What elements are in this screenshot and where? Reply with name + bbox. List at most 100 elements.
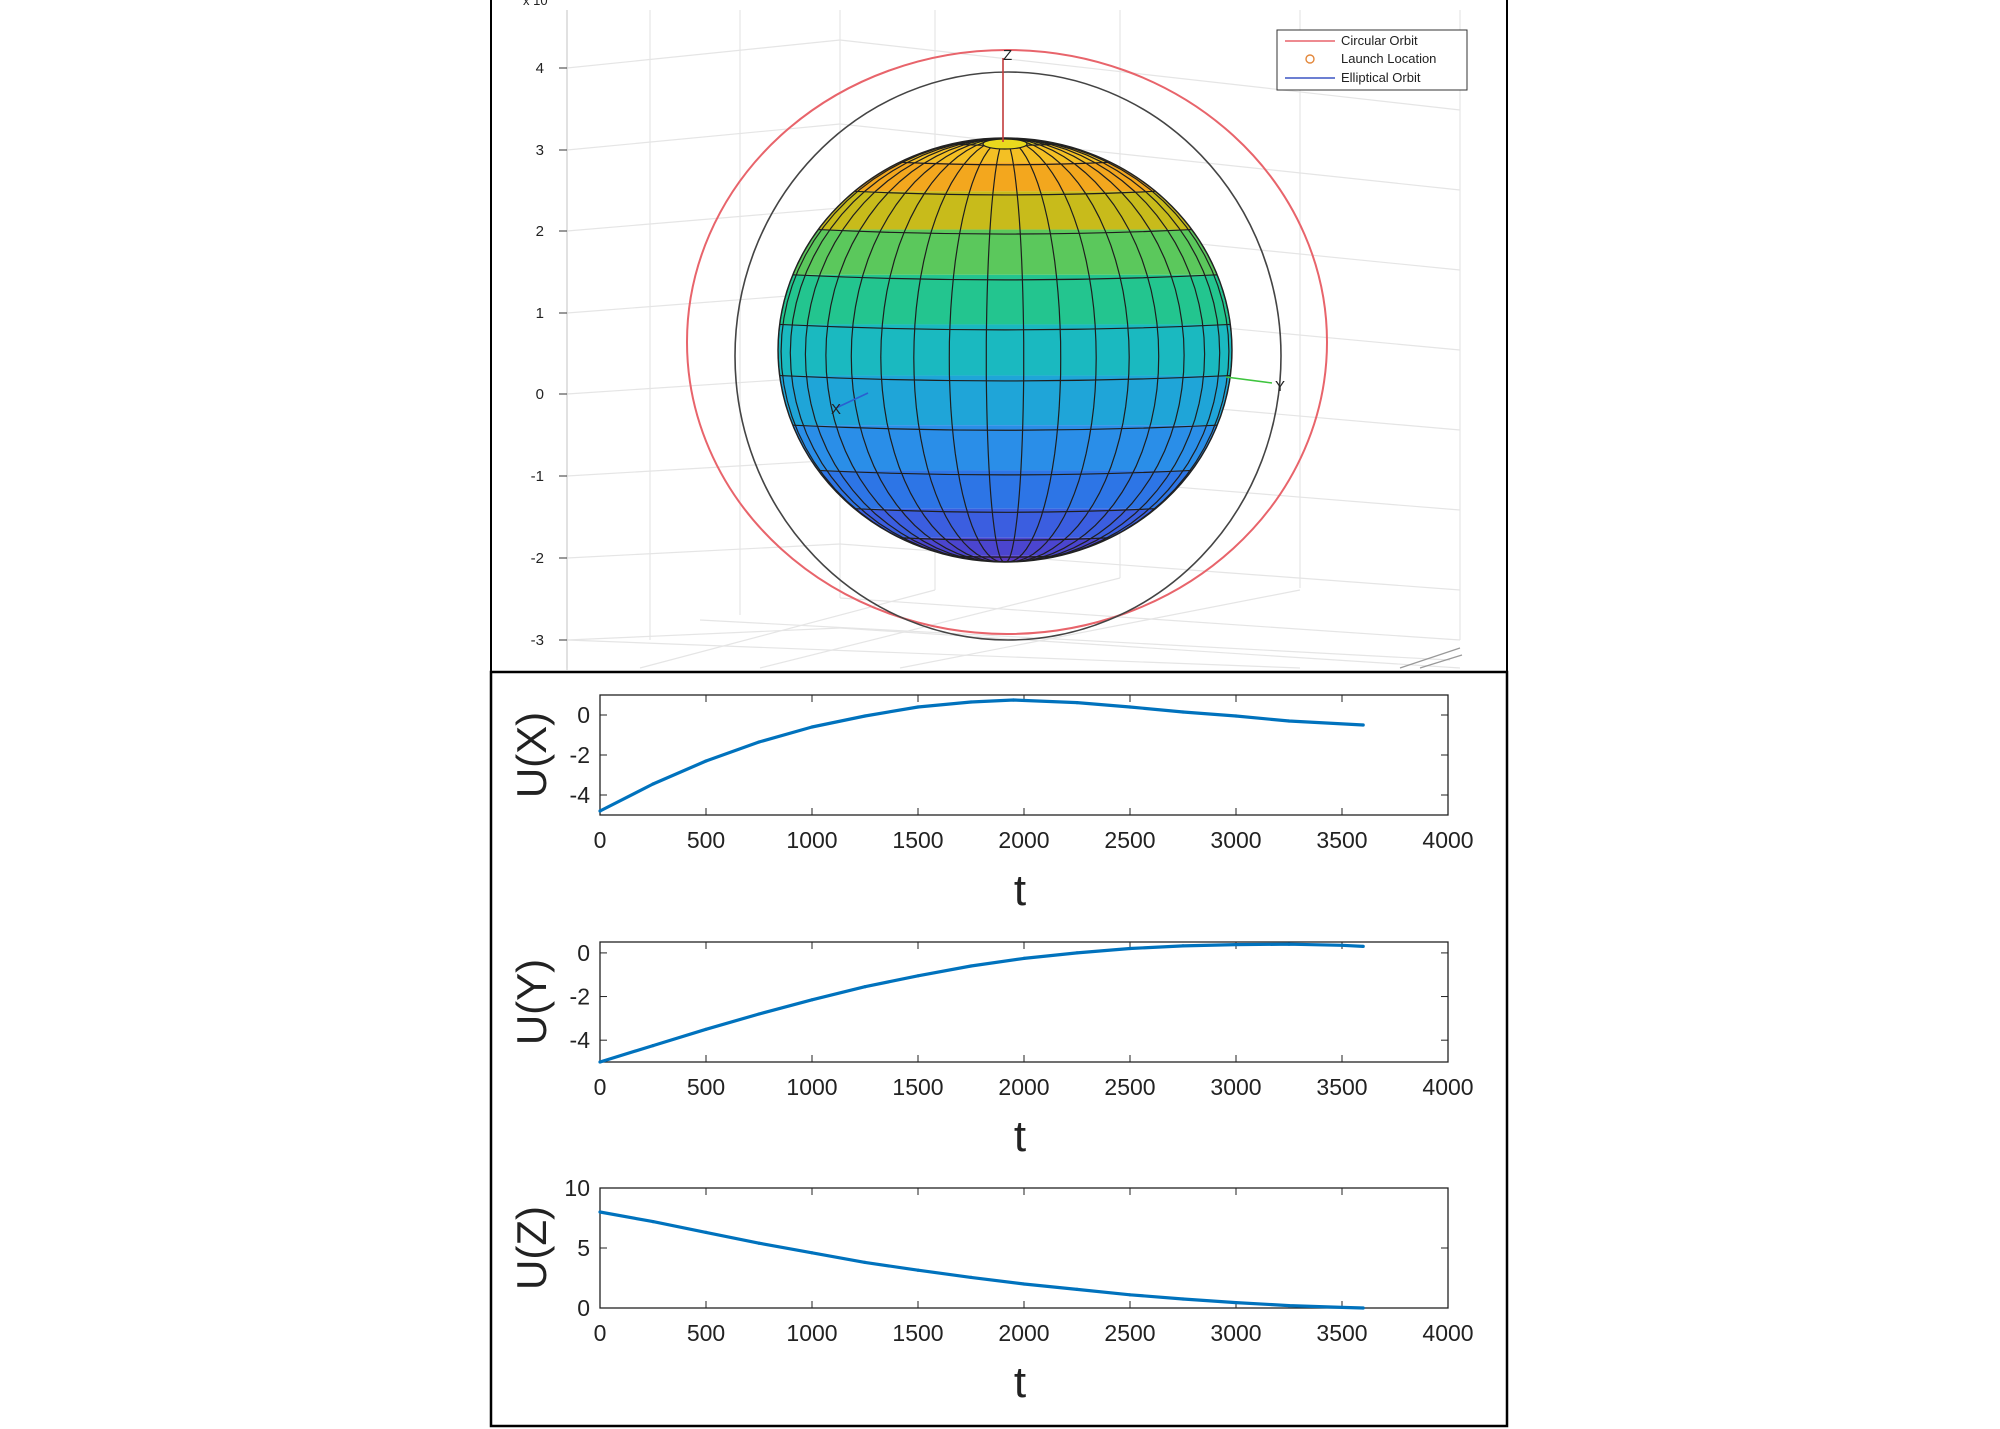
sphere-meridian — [1004, 138, 1130, 562]
sphere-meridian — [850, 138, 1006, 562]
x-tick-label: 1000 — [786, 1320, 837, 1346]
x-axis-line — [835, 392, 869, 409]
data-point — [757, 1012, 761, 1016]
data-point — [1287, 1304, 1291, 1308]
z-tick-label: -3 — [531, 632, 544, 649]
subplot-uy: 0 500 1000 1500 2000 2500 3000 3500 4000 0 -2 -4 U(Y… — [508, 940, 1474, 1161]
z-tick-label: 2 — [536, 223, 544, 240]
circular-orbit — [686, 49, 1328, 635]
x-axis-title: t — [1014, 1358, 1026, 1407]
data-point — [810, 998, 814, 1002]
y-axis-line — [1225, 376, 1273, 384]
sphere-meridian — [1004, 138, 1185, 562]
sphere-meridian — [1004, 138, 1160, 562]
y-tick-label: 0 — [577, 940, 590, 966]
x-tick-label: 1000 — [786, 1074, 837, 1100]
y-axis-title: U(Y) — [508, 959, 555, 1045]
x-tick-label: 2000 — [998, 1074, 1049, 1100]
data-point — [651, 1220, 655, 1224]
body-axes: Z Y X — [831, 47, 1285, 418]
z-axis-label: Z — [1003, 47, 1012, 64]
z-tick-label: 0 — [536, 386, 544, 403]
data-point — [1181, 944, 1185, 948]
z-tick-label: 4 — [536, 60, 544, 77]
sphere-band — [778, 425, 1232, 471]
data-point — [1340, 943, 1344, 947]
legend-box — [1276, 29, 1468, 91]
data-point — [863, 985, 867, 989]
sphere-meridian — [789, 138, 1006, 562]
data-point — [1234, 943, 1238, 947]
z-tick-label: -1 — [531, 468, 544, 485]
x-tick-label: 1000 — [786, 827, 837, 853]
data-point — [810, 725, 814, 729]
data-point — [598, 809, 602, 813]
x-tick-label: 3000 — [1210, 1320, 1261, 1346]
sphere-parallel — [950, 555, 1060, 558]
z-tick-label: -2 — [531, 550, 544, 567]
x-tick-label: 4000 — [1422, 827, 1473, 853]
data-point — [1181, 710, 1185, 714]
sphere-parallel — [854, 190, 1156, 196]
y-tick-label: -2 — [570, 984, 590, 1010]
data-point — [1234, 714, 1238, 718]
elliptical-orbit-ring — [734, 71, 1282, 641]
x-tick-label: 3500 — [1316, 1074, 1367, 1100]
sphere-meridian — [1004, 138, 1221, 562]
sphere-meridian — [825, 138, 1006, 562]
z-tick-label: 1 — [536, 305, 544, 322]
sphere-parallel — [779, 323, 1231, 331]
y-axis-title: U(Z) — [508, 1206, 555, 1290]
data-point — [1075, 951, 1079, 955]
data-point — [757, 740, 761, 744]
sphere-meridian — [985, 138, 1006, 562]
data-point — [757, 1241, 761, 1245]
legend-label: Elliptical Orbit — [1341, 70, 1421, 85]
sphere-meridian — [948, 138, 1006, 562]
data-point — [1022, 956, 1026, 961]
x-tick-label: 0 — [594, 827, 607, 853]
subplot-ux: 0 500 1000 1500 2000 2500 3000 3500 4000 0 -2 -4 U(X… — [508, 694, 1474, 915]
z-tick-label: 3 — [536, 142, 544, 159]
sphere-parallel — [854, 508, 1156, 513]
data-point — [863, 714, 867, 718]
data-point — [1075, 701, 1079, 705]
y-tick-label: 0 — [577, 702, 590, 728]
sphere-parallel — [792, 424, 1218, 431]
data-point — [969, 700, 973, 704]
x-axis-label: X — [831, 401, 841, 418]
subplot-uz: 0 500 1000 1500 2000 2500 3000 3500 4000 10 5 0 U(Z)… — [508, 1175, 1474, 1407]
x-tick-label: 4000 — [1422, 1074, 1473, 1100]
sphere-band — [778, 375, 1232, 426]
x-tick-label: 0 — [594, 1320, 607, 1346]
plot-axes-box — [599, 694, 1449, 816]
data-point — [1340, 1305, 1344, 1309]
x-axis-title: t — [1014, 866, 1026, 915]
data-point — [704, 759, 708, 763]
sphere-parallel — [779, 374, 1231, 382]
data-point — [916, 974, 920, 978]
sphere-band — [778, 274, 1232, 325]
sphere-band — [778, 555, 1232, 562]
data-point — [1361, 1306, 1365, 1310]
x-tick-label: 1500 — [892, 827, 943, 853]
data-point — [704, 1027, 708, 1031]
x-tick-label: 3000 — [1210, 827, 1261, 853]
sphere-meridian — [1004, 138, 1025, 562]
data-point — [1361, 723, 1365, 727]
x-tick-label: 1500 — [892, 1320, 943, 1346]
x-tick-label: 2000 — [998, 1320, 1049, 1346]
data-point — [969, 1275, 973, 1279]
floor-axis-stub — [1399, 647, 1463, 669]
data-point — [651, 782, 655, 786]
x-tick-label: 500 — [687, 827, 725, 853]
data-point — [1011, 698, 1016, 702]
data-point — [1128, 705, 1132, 709]
y-tick-label: 0 — [577, 1295, 590, 1321]
y-axis-title: U(X) — [508, 712, 555, 798]
x-tick-label: 3500 — [1316, 1320, 1367, 1346]
data-point — [1234, 1301, 1238, 1305]
data-point — [704, 1230, 708, 1234]
data-point — [1075, 1287, 1079, 1291]
plot-axes-box — [599, 941, 1449, 1063]
